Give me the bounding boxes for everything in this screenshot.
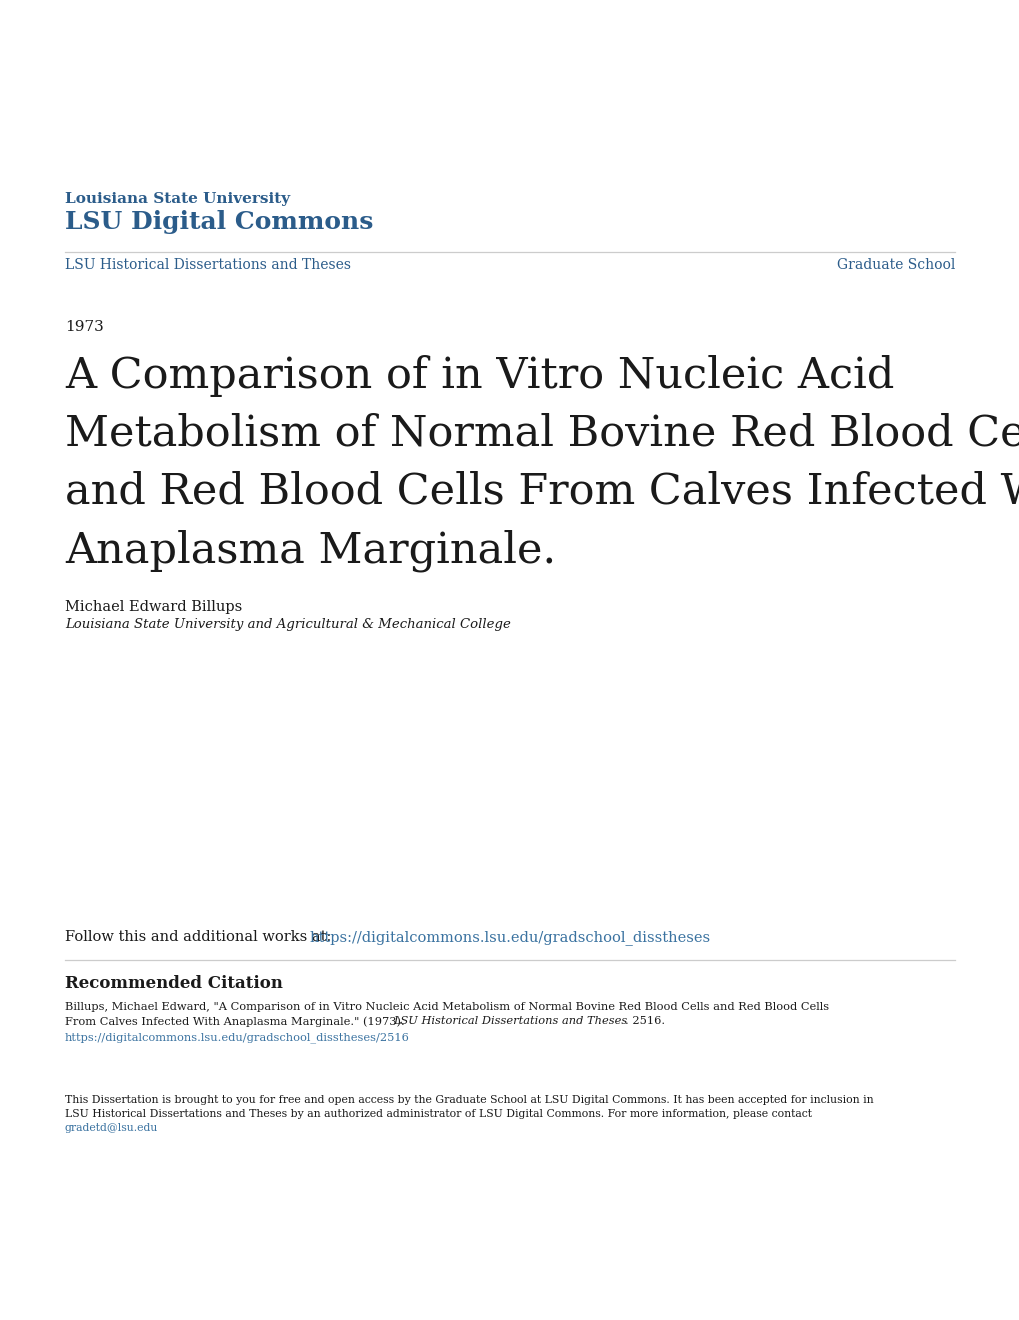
Text: Louisiana State University: Louisiana State University bbox=[65, 191, 289, 206]
Text: Michael Edward Billups: Michael Edward Billups bbox=[65, 601, 243, 614]
Text: LSU Digital Commons: LSU Digital Commons bbox=[65, 210, 373, 234]
Text: LSU Historical Dissertations and Theses: LSU Historical Dissertations and Theses bbox=[392, 1016, 627, 1026]
Text: Recommended Citation: Recommended Citation bbox=[65, 975, 282, 993]
Text: https://digitalcommons.lsu.edu/gradschool_disstheses: https://digitalcommons.lsu.edu/gradschoo… bbox=[310, 931, 710, 945]
Text: https://digitalcommons.lsu.edu/gradschool_disstheses/2516: https://digitalcommons.lsu.edu/gradschoo… bbox=[65, 1032, 410, 1043]
Text: 1973: 1973 bbox=[65, 319, 104, 334]
Text: Billups, Michael Edward, "A Comparison of in Vitro Nucleic Acid Metabolism of No: Billups, Michael Edward, "A Comparison o… bbox=[65, 1002, 828, 1012]
Text: LSU Historical Dissertations and Theses by an authorized administrator of LSU Di: LSU Historical Dissertations and Theses … bbox=[65, 1109, 811, 1119]
Text: Metabolism of Normal Bovine Red Blood Cells: Metabolism of Normal Bovine Red Blood Ce… bbox=[65, 413, 1019, 455]
Text: and Red Blood Cells From Calves Infected With: and Red Blood Cells From Calves Infected… bbox=[65, 471, 1019, 513]
Text: From Calves Infected With Anaplasma Marginale." (1973).: From Calves Infected With Anaplasma Marg… bbox=[65, 1016, 408, 1027]
Text: A Comparison of in Vitro Nucleic Acid: A Comparison of in Vitro Nucleic Acid bbox=[65, 355, 894, 397]
Text: Graduate School: Graduate School bbox=[836, 257, 954, 272]
Text: Follow this and additional works at:: Follow this and additional works at: bbox=[65, 931, 335, 944]
Text: . 2516.: . 2516. bbox=[625, 1016, 664, 1026]
Text: Louisiana State University and Agricultural & Mechanical College: Louisiana State University and Agricultu… bbox=[65, 618, 511, 631]
Text: LSU Historical Dissertations and Theses: LSU Historical Dissertations and Theses bbox=[65, 257, 351, 272]
Text: This Dissertation is brought to you for free and open access by the Graduate Sch: This Dissertation is brought to you for … bbox=[65, 1096, 872, 1105]
Text: Anaplasma Marginale.: Anaplasma Marginale. bbox=[65, 529, 555, 572]
Text: gradetd@lsu.edu: gradetd@lsu.edu bbox=[65, 1123, 158, 1133]
